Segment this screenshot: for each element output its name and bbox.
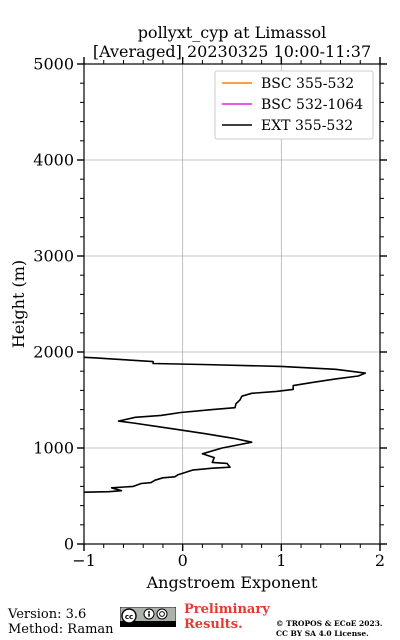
legend-label-bsc-355-532: BSC 355-532	[261, 76, 354, 92]
copyright-notice: © TROPOS & ECoE 2023. CC BY SA 4.0 Licen…	[276, 619, 383, 639]
x-tick-label: 1	[276, 551, 286, 570]
legend: BSC 355-532 BSC 532-1064 EXT 355-532	[214, 70, 374, 140]
preliminary-notice: Preliminary Results.	[184, 602, 270, 632]
y-axis-label: Height (m)	[9, 260, 28, 348]
version-text: Version: 3.6	[8, 607, 87, 622]
chart-title-line1: pollyxt_cyp at Limassol	[138, 23, 327, 42]
copyright-line1: © TROPOS & ECoE 2023.	[276, 619, 383, 628]
series-line-ext-355-532	[83, 356, 366, 493]
y-tick-label: 4000	[33, 151, 74, 170]
copyright-line2: CC BY SA 4.0 License.	[276, 629, 369, 638]
y-tick-label: 3000	[33, 247, 74, 266]
svg-text:cc: cc	[125, 613, 133, 621]
cc-by-sa-logo: cc	[120, 607, 176, 627]
y-tick-label: 5000	[33, 55, 74, 74]
chart-title-line2: [Averaged] 20230325 10:00-11:37	[93, 42, 371, 61]
method-text: Method: Raman	[8, 622, 114, 637]
legend-label-ext-355-532: EXT 355-532	[261, 118, 353, 134]
preliminary-line2: Results.	[184, 617, 243, 632]
x-tick-label: −1	[72, 551, 96, 570]
series-layer	[83, 356, 366, 493]
y-tick-label: 0	[64, 535, 74, 554]
y-tick-label: 1000	[33, 439, 74, 458]
legend-box	[214, 70, 374, 140]
x-tick-label: 2	[375, 551, 385, 570]
y-tick-label: 2000	[33, 343, 74, 362]
legend-label-bsc-532-1064: BSC 532-1064	[261, 97, 363, 113]
preliminary-line1: Preliminary	[184, 602, 270, 617]
x-tick-label: 0	[178, 551, 188, 570]
x-axis-label: Angstroem Exponent	[146, 573, 318, 592]
plot-frame	[83, 63, 381, 545]
